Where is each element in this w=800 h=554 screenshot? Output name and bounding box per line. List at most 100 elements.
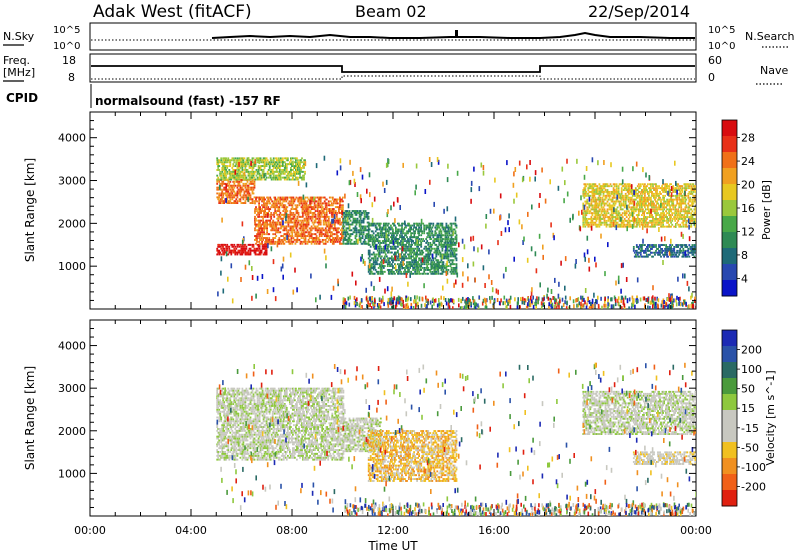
colorbar-tick-label: 8	[741, 249, 748, 262]
nsky-spike	[455, 30, 458, 38]
nsky-series	[211, 31, 695, 39]
y-tick-label: 2000	[58, 217, 86, 230]
colorbar-segment	[722, 264, 737, 281]
colorbar-segment	[722, 232, 737, 249]
colorbar-segment	[722, 346, 737, 363]
colorbar-segment	[722, 168, 737, 185]
colorbar-tick-label: 12	[741, 225, 755, 238]
beam-title: Beam 02	[355, 2, 427, 21]
power-colorbar-label: Power [dB]	[760, 180, 773, 240]
x-tick-label: 12:00	[377, 524, 409, 537]
colorbar-tick-label: 15	[741, 402, 755, 415]
echo-region	[632, 451, 696, 465]
velocity-data	[216, 362, 696, 516]
colorbar-segment	[722, 120, 737, 137]
echo-region	[342, 210, 370, 245]
freq-panel: Freq. [MHz] 18 8 60 0 Nave	[3, 53, 788, 85]
nsearch-label: N.Search	[745, 30, 795, 43]
counts-panel: N.Sky 10^5 10^0 10^5 10^0 N.Search	[3, 22, 795, 52]
power-ylabel: Slant Range [km]	[23, 158, 37, 262]
echo-region	[632, 244, 696, 258]
date-title: 22/Sep/2014	[588, 2, 690, 21]
echo-region	[582, 390, 696, 435]
nave-series	[91, 75, 695, 80]
count-scale-top-left: 10^5	[53, 25, 80, 36]
colorbar-tick-label: 50	[741, 383, 755, 396]
freq-tick-bottom: 8	[68, 71, 75, 84]
cpid-text: normalsound (fast) -157 RF	[95, 94, 281, 108]
colorbar-segment	[722, 442, 737, 459]
time-xlabel: Time UT	[367, 539, 418, 553]
power-colorbar: 4 8 12 16 20 24 28	[721, 119, 755, 297]
cpid-label: CPID	[6, 91, 38, 105]
colorbar-tick-label: 16	[741, 202, 755, 215]
x-tick-label: 16:00	[478, 524, 510, 537]
colorbar-segment	[722, 378, 737, 395]
colorbar-tick-label: 28	[741, 132, 755, 145]
colorbar-segment	[722, 216, 737, 233]
colorbar-segment	[722, 184, 737, 201]
colorbar-segment	[722, 490, 737, 507]
echo-region	[216, 243, 268, 256]
colorbar-tick-label: 20	[741, 179, 755, 192]
colorbar-segment	[722, 410, 737, 427]
x-tick-label: 20:00	[579, 524, 611, 537]
x-tick-label: 08:00	[276, 524, 308, 537]
colorbar-segment	[722, 330, 737, 347]
colorbar-segment	[722, 362, 737, 379]
colorbar-tick-label: 24	[741, 155, 755, 168]
freq-series	[91, 65, 695, 73]
colorbar-segment	[722, 136, 737, 153]
colorbar-segment	[722, 248, 737, 265]
nave-label: Nave	[760, 64, 788, 77]
echo-region	[216, 387, 345, 461]
velocity-axes: 1000 2000 3000 4000 00:00 04:00 08:00 12:00 16:0…	[58, 320, 712, 537]
y-tick-label: 4000	[58, 132, 86, 145]
y-tick-label: 3000	[58, 382, 86, 395]
station-title: Adak West (fitACF)	[93, 2, 252, 22]
velocity-colorbar: 200 100 50 15 -15 -50 -100 -200	[721, 329, 766, 507]
power-data	[216, 155, 696, 309]
y-tick-label: 4000	[58, 340, 86, 353]
echo-region	[367, 222, 458, 275]
freq-label-line2: [MHz]	[3, 66, 35, 79]
count-scale-bottom-left: 10^0	[53, 41, 80, 52]
colorbar-tick-label: -100	[741, 461, 766, 474]
nsky-label: N.Sky	[3, 30, 35, 43]
echo-region	[582, 183, 696, 228]
colorbar-tick-label: 200	[741, 344, 762, 357]
colorbar-tick-label: -200	[741, 480, 766, 493]
velocity-ylabel: Slant Range [km]	[23, 366, 37, 470]
colorbar-segment	[722, 458, 737, 475]
y-tick-label: 1000	[58, 260, 86, 273]
x-tick-label: 04:00	[175, 524, 207, 537]
colorbar-tick-label: -50	[741, 441, 759, 454]
colorbar-segment	[722, 152, 737, 169]
scatter-echoes	[217, 155, 696, 309]
echo-region	[216, 157, 306, 181]
echo-region	[216, 179, 256, 204]
colorbar-frame	[721, 329, 738, 507]
freq-label-line1: Freq.	[3, 54, 30, 67]
x-tick-label: 00:00	[680, 524, 712, 537]
colorbar-tick-label: -15	[741, 422, 759, 435]
nave-tick-bottom: 0	[708, 71, 715, 84]
echo-region	[254, 196, 344, 245]
y-tick-label: 3000	[58, 175, 86, 188]
x-tick-label: 00:00	[74, 524, 106, 537]
count-scale-bottom-right: 10^0	[708, 41, 735, 52]
colorbar-segment	[722, 474, 737, 491]
colorbar-segment	[722, 426, 737, 443]
count-scale-top-right: 10^5	[708, 25, 735, 36]
colorbar-tick-label: 4	[741, 272, 748, 285]
colorbar-tick-label: 100	[741, 363, 762, 376]
scatter-echoes	[216, 362, 696, 516]
freq-tick-top: 18	[62, 54, 76, 67]
nave-tick-top: 60	[708, 54, 722, 67]
y-tick-label: 2000	[58, 425, 86, 438]
velocity-colorbar-label: Velocity [m s^-1]	[764, 370, 777, 465]
colorbar-segment	[722, 280, 737, 297]
colorbar-segment	[722, 200, 737, 217]
echo-region	[367, 430, 458, 482]
